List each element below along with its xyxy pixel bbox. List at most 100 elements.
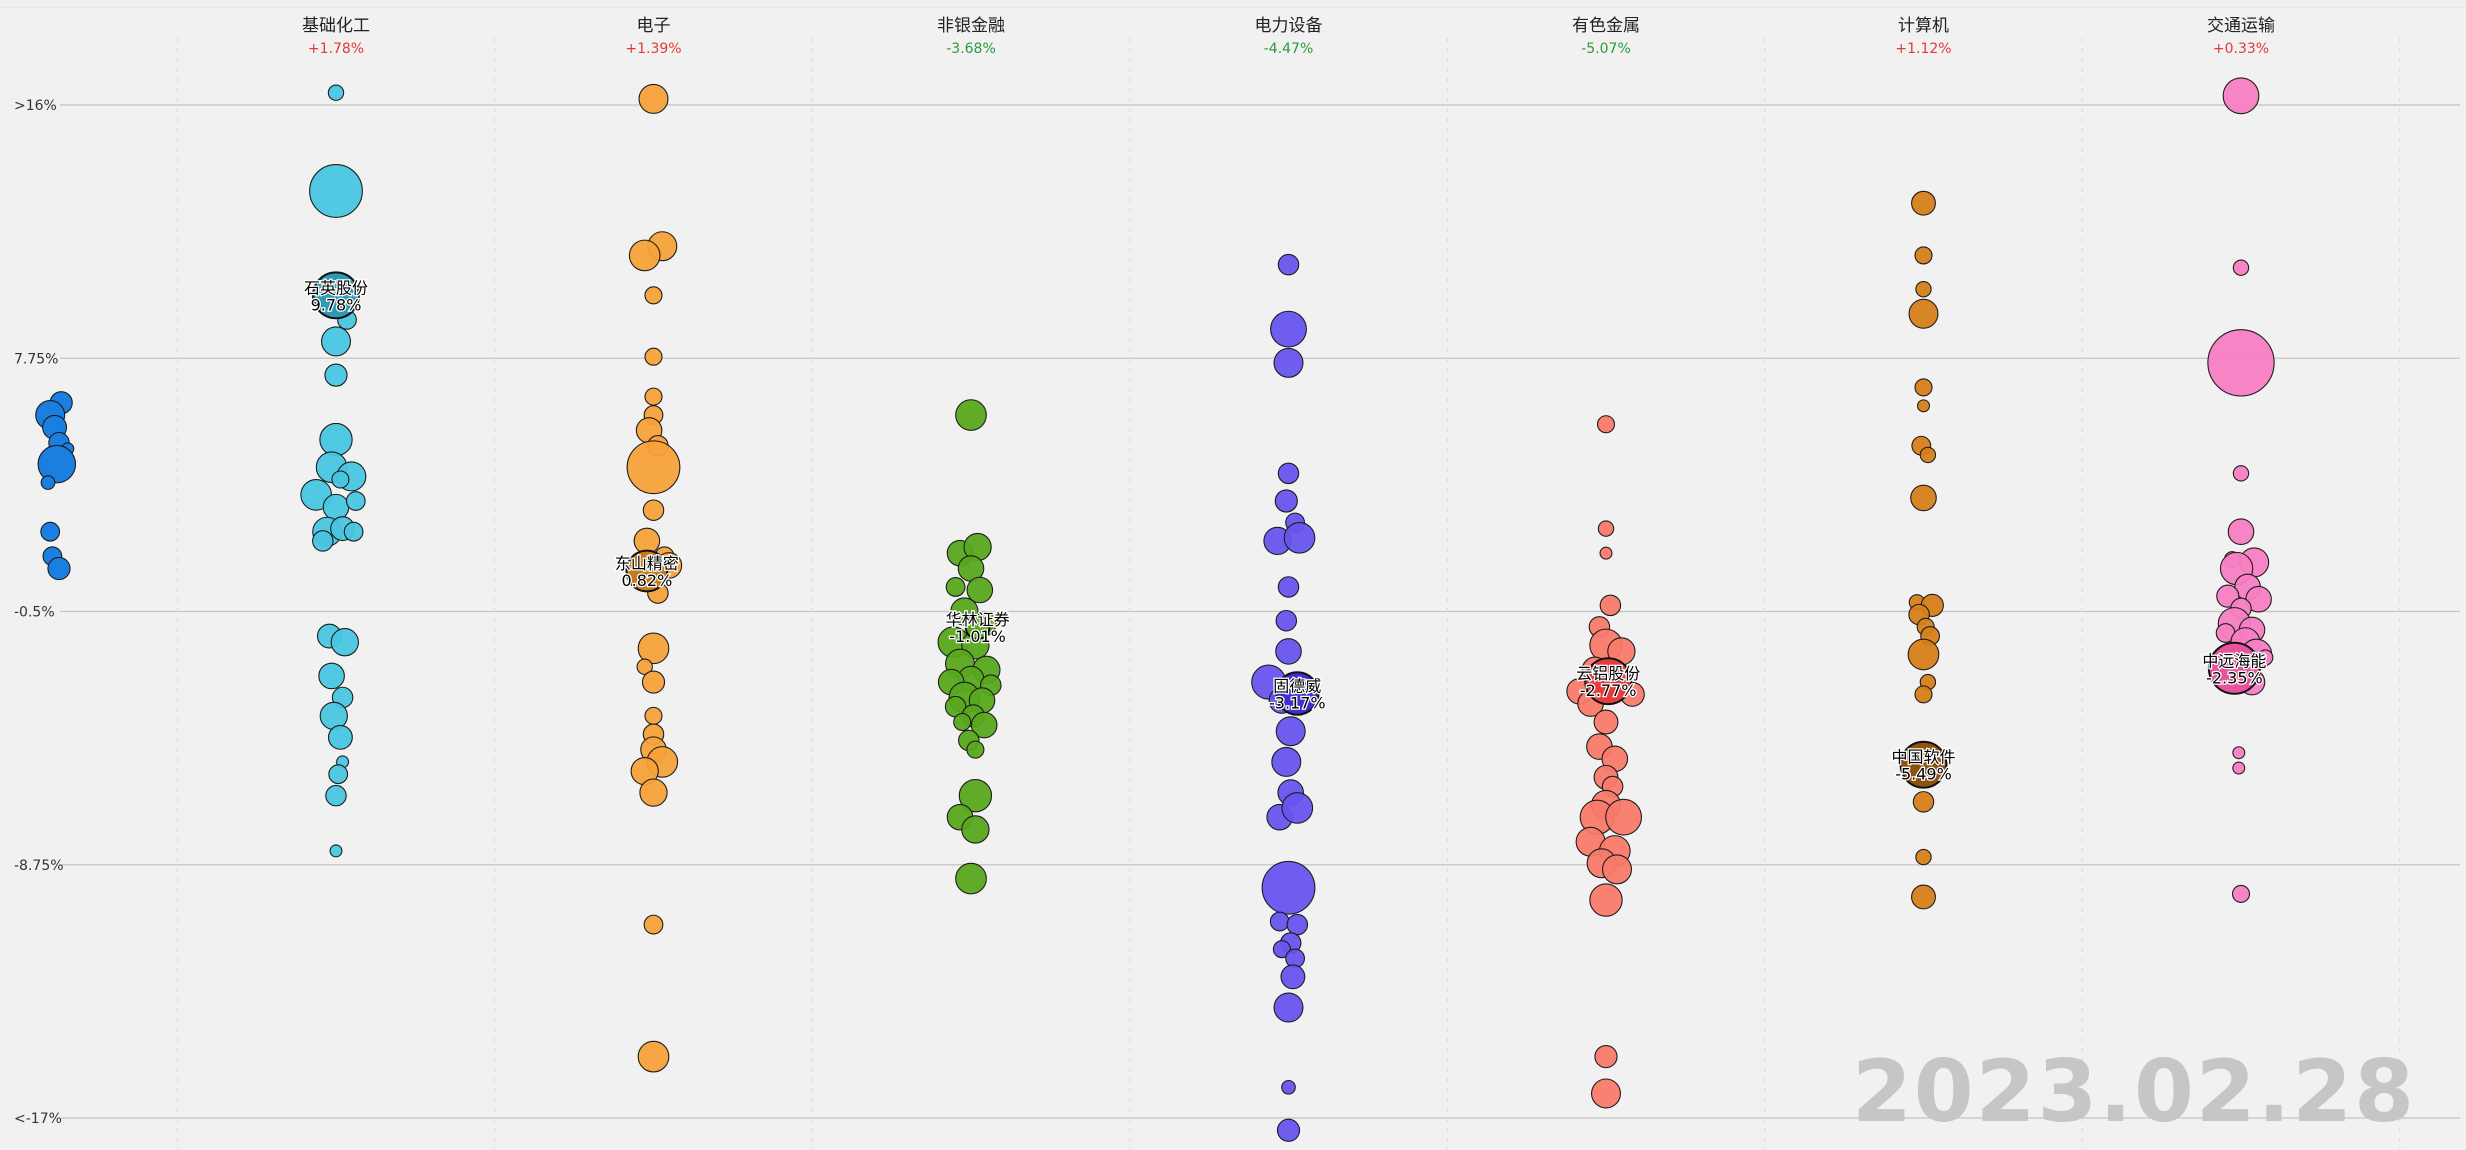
highlight-stock-change: -2.77%: [1580, 681, 1637, 700]
highlighted-stock-bubble: [2207, 641, 2261, 695]
highlight-stock-change: -5.49%: [1895, 765, 1952, 784]
stock-bubble: [320, 326, 351, 357]
stock-bubble: [1275, 716, 1306, 747]
stock-bubble: [331, 470, 350, 489]
y-tick-label: >16%: [14, 98, 57, 114]
stock-bubble: [1914, 246, 1933, 265]
stock-bubble: [319, 422, 353, 457]
highlight-stock-name: 中远海能: [2202, 651, 2266, 670]
stock-bubble: [1599, 546, 1613, 560]
stock-bubble: [1914, 685, 1933, 704]
stock-bubble: [322, 493, 350, 521]
stock-bubble: [1908, 298, 1939, 329]
sector-change: -5.07%: [1581, 41, 1631, 57]
sector-change: +1.78%: [308, 41, 364, 57]
highlight-stock-name: 中国软件: [1891, 748, 1955, 767]
stock-bubble: [37, 444, 77, 484]
stock-bubble: [958, 778, 993, 813]
highlighted-stock-bubble: [1275, 671, 1320, 716]
stock-bubble: [1591, 1078, 1622, 1109]
stock-bubble: [644, 706, 663, 725]
highlight-stock-change: 0.82%: [621, 571, 672, 590]
stock-bubble: [961, 815, 990, 844]
highlight-stock-name: 华林证券: [946, 610, 1010, 629]
stock-bubble: [644, 286, 663, 305]
stock-bubble: [328, 764, 349, 785]
sector-bubble-chart: >16% 7.75% -0.5% -8.75% <-17% 基础化工 +1.78% 电子 +1…: [14, 16, 2460, 1150]
sector-change: -3.68%: [946, 41, 996, 57]
stock-bubble: [945, 577, 966, 597]
stock-bubble: [327, 724, 353, 750]
sector-change: +0.33%: [2213, 41, 2269, 57]
stock-bubble: [343, 521, 364, 542]
stock-bubble: [1917, 399, 1931, 413]
y-tick-label: -0.5%: [14, 605, 55, 621]
stock-bubble: [1275, 638, 1302, 665]
stock-bubble: [1277, 462, 1300, 485]
stock-bubble: [1915, 280, 1932, 298]
y-tick-label: -8.75%: [14, 858, 64, 874]
stock-bubble: [47, 556, 71, 581]
sector-change: -4.47%: [1264, 41, 1314, 57]
chart-stage: >16% 7.75% -0.5% -8.75% <-17% 基础化工 +1.78% 电子 +1…: [0, 8, 2466, 1150]
stock-bubble: [953, 712, 972, 732]
stock-bubble: [955, 399, 987, 431]
highlight-stock-change: -3.17%: [1269, 693, 1326, 712]
highlighted-stock-bubble: [1899, 740, 1948, 789]
stock-bubble: [1593, 709, 1619, 735]
highlight-stock-change: -2.35%: [2206, 668, 2263, 687]
stock-bubble: [40, 521, 61, 542]
stock-bubble: [2232, 259, 2250, 276]
stock-bubble: [2232, 746, 2246, 760]
highlight-stock-change: 9.78%: [311, 295, 362, 314]
stock-bubble: [312, 530, 334, 552]
stock-bubble: [626, 440, 681, 495]
stock-bubble: [2232, 761, 2246, 775]
sector-name: 计算机: [1898, 16, 1949, 36]
stock-bubble: [309, 164, 363, 218]
stock-bubble: [40, 475, 56, 490]
stock-bubble: [1915, 848, 1932, 866]
sector-name: 交通运输: [2207, 16, 2275, 36]
stock-bubble: [1271, 746, 1302, 777]
stock-bubble: [345, 491, 366, 511]
stock-bubble: [642, 499, 665, 521]
stock-bubble: [2231, 884, 2251, 903]
stock-bubble: [1911, 884, 1936, 910]
stock-bubble: [1286, 913, 1309, 936]
stock-bubble: [637, 1040, 670, 1073]
stock-bubble: [327, 84, 345, 101]
stock-bubble: [1911, 190, 1936, 216]
stock-bubble: [639, 778, 668, 807]
stock-bubble: [1910, 484, 1937, 512]
sector-name: 有色金属: [1572, 16, 1640, 36]
stock-bubble: [1281, 1079, 1296, 1095]
sector-name: 电力设备: [1255, 16, 1323, 36]
stock-bubble: [1919, 446, 1937, 464]
stock-bubble: [1272, 940, 1291, 959]
sector-change: +1.12%: [1895, 41, 1951, 57]
stock-bubble: [324, 363, 348, 387]
stock-bubble: [643, 914, 664, 935]
stock-bubble: [1269, 911, 1290, 932]
stock-bubble: [1270, 310, 1307, 348]
stock-bubble: [1276, 1118, 1301, 1142]
stock-bubble: [1602, 854, 1633, 885]
grid-layer: >16% 7.75% -0.5% -8.75% <-17%: [14, 38, 2460, 1150]
stock-bubble: [330, 628, 359, 657]
stock-bubble: [325, 784, 347, 807]
stock-bubble: [637, 632, 670, 665]
sector-name: 电子: [637, 16, 671, 36]
stock-bubble: [2232, 465, 2250, 482]
stock-bubble: [1596, 415, 1616, 434]
stock-bubble: [970, 711, 998, 739]
stock-bubble: [644, 347, 663, 366]
stock-bubble: [966, 576, 994, 604]
highlight-stock-name: 固德威: [1273, 676, 1321, 695]
stock-bubble: [1912, 791, 1935, 813]
stock-bubble: [329, 844, 343, 858]
highlighted-stock-bubble: [625, 549, 669, 593]
stock-bubble: [644, 387, 663, 406]
stock-bubble: [1273, 992, 1304, 1023]
